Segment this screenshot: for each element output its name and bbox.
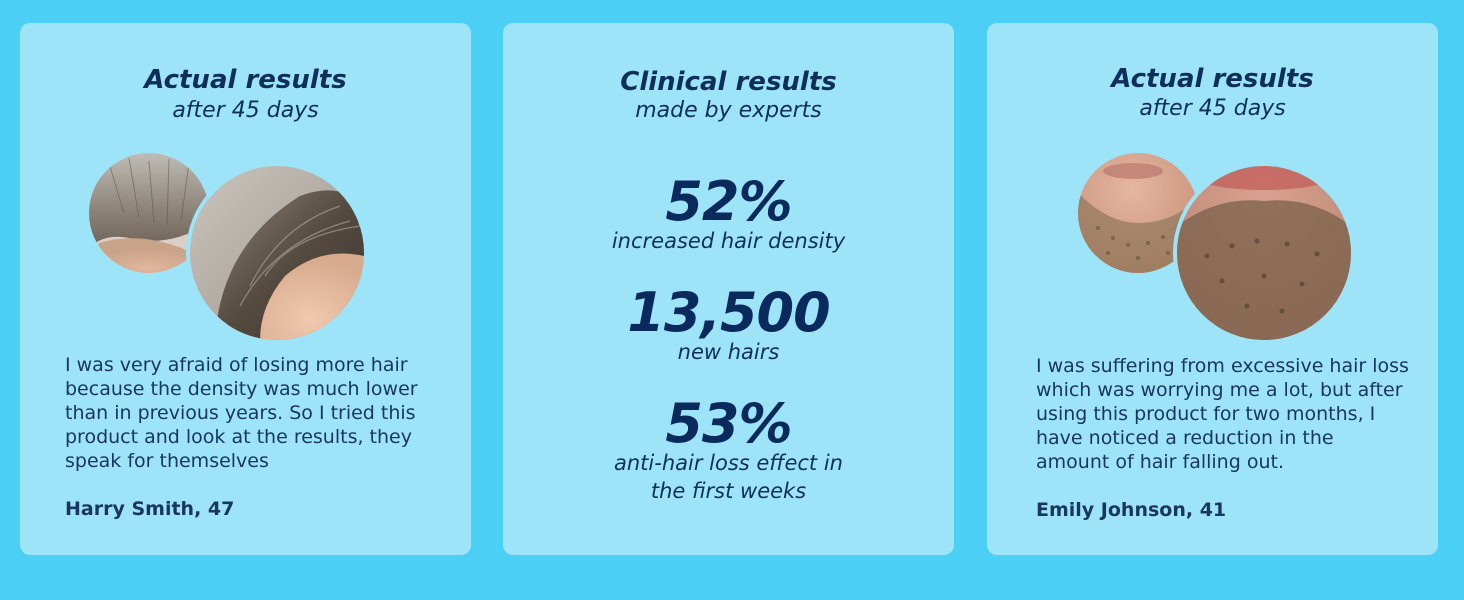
testimonial-author: Emily Johnson, 41 bbox=[1036, 499, 1227, 521]
stat-label: increased hair density bbox=[611, 229, 846, 253]
testimonial-text: I was suffering from excessive hair loss… bbox=[1036, 355, 1409, 473]
stat-value: 13,500 bbox=[627, 281, 830, 344]
stat-new-hairs: 13,500 new hairs bbox=[503, 284, 954, 366]
hair-before-photo bbox=[89, 153, 209, 273]
stat-anti-hair-loss: 53% anti-hair loss effect in the first w… bbox=[503, 395, 954, 505]
testimonial-text: I was very afraid of losing more hair be… bbox=[65, 354, 418, 472]
card-title: Actual results bbox=[144, 65, 347, 95]
stat-density: 52% increased hair density bbox=[503, 173, 954, 255]
beard-after-photo bbox=[1173, 162, 1355, 344]
card-title: Actual results bbox=[1111, 64, 1314, 94]
card-subtitle: after 45 days bbox=[172, 98, 319, 123]
stat-value: 53% bbox=[665, 392, 792, 455]
hair-after-photo bbox=[186, 162, 368, 344]
card-subtitle: made by experts bbox=[635, 98, 822, 123]
stat-label: new hairs bbox=[677, 340, 780, 364]
testimonial-card-emily: Actual results after 45 days bbox=[987, 23, 1438, 555]
clinical-results-card: Clinical results made by experts 52% inc… bbox=[503, 23, 954, 555]
stat-value: 52% bbox=[665, 170, 792, 233]
testimonial-card-harry: Actual results after 45 days bbox=[20, 23, 471, 555]
card-title: Clinical results bbox=[620, 67, 837, 97]
testimonial-author: Harry Smith, 47 bbox=[65, 498, 235, 520]
card-subtitle: after 45 days bbox=[1139, 96, 1286, 121]
stat-label: anti-hair loss effect in the first weeks bbox=[614, 451, 843, 503]
